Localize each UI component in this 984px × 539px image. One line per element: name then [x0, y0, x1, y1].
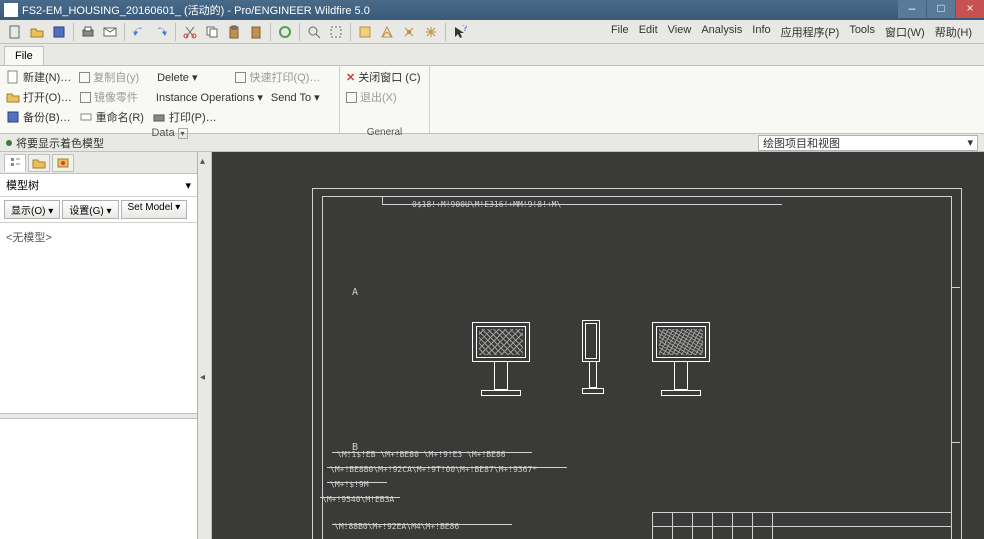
- model-tree-panel: 模型树 ▾ 显示(O) ▾ 设置(G) ▾ Set Model ▾ <无模型>: [0, 152, 198, 539]
- paste-special-icon[interactable]: [246, 22, 266, 42]
- ribbon-group-general: ✕关闭窗口 (C) 退出(X) General: [340, 66, 430, 133]
- row-text-4: \M+!9540\M!EB3A: [322, 495, 394, 504]
- undo-icon[interactable]: [129, 22, 149, 42]
- main-area: 模型树 ▾ 显示(O) ▾ 设置(G) ▾ Set Model ▾ <无模型> …: [0, 152, 984, 539]
- set-model-button[interactable]: Set Model ▾: [121, 200, 188, 219]
- menu-edit[interactable]: Edit: [639, 24, 658, 40]
- ribbon: 新建(N)… 复制自(y) Delete ▾ 快速打印(Q)… 打开(O)… 镜…: [0, 66, 984, 134]
- panel-button-row: 显示(O) ▾ 设置(G) ▾ Set Model ▾: [0, 197, 197, 223]
- svg-text:?: ?: [462, 25, 467, 34]
- save-icon[interactable]: [49, 22, 69, 42]
- frame-tick: [382, 196, 383, 204]
- new-button[interactable]: 新建(N)…: [6, 69, 71, 85]
- row-text-2: \M+!BE8B0\M+!92CA\M+!9T!00\M+!BE87\M+!93…: [330, 465, 537, 474]
- window-title: FS2-EM_HOUSING_20160601_ (活动的) - Pro/ENG…: [22, 2, 370, 18]
- file-tab-row: File: [0, 44, 984, 66]
- backup-button[interactable]: 备份(B)…: [6, 109, 71, 125]
- mail-icon[interactable]: [100, 22, 120, 42]
- panel-tabs: [0, 152, 197, 174]
- view2-icon[interactable]: [377, 22, 397, 42]
- minimize-button[interactable]: –: [898, 0, 926, 18]
- view4-icon[interactable]: [421, 22, 441, 42]
- menu-help[interactable]: 帮助(H): [935, 24, 972, 40]
- title-bar: FS2-EM_HOUSING_20160601_ (活动的) - Pro/ENG…: [0, 0, 984, 20]
- exit-button[interactable]: 退出(X): [346, 89, 397, 105]
- mark-a: A: [352, 287, 358, 298]
- menu-tools[interactable]: Tools: [849, 24, 875, 40]
- menu-info[interactable]: Info: [752, 24, 770, 40]
- panel-header-dropdown[interactable]: ▾: [185, 179, 191, 192]
- mirror-button[interactable]: 镜像零件: [80, 89, 138, 105]
- maximize-button[interactable]: □: [927, 0, 955, 18]
- instance-ops-menu[interactable]: Instance Operations ▾: [156, 91, 263, 104]
- gutter-up-icon[interactable]: ▴: [200, 156, 205, 167]
- panel-tab-1[interactable]: [4, 154, 26, 172]
- menu-view[interactable]: View: [668, 24, 692, 40]
- delete-menu[interactable]: Delete ▾: [157, 71, 197, 84]
- menu-file[interactable]: File: [611, 24, 629, 40]
- panel-tab-3[interactable]: [52, 154, 74, 172]
- main-toolbar: ? File Edit View Analysis Info 应用程序(P) T…: [0, 20, 984, 44]
- drawing-top-note: 0$18!+M!900U\M!E316!+MM!9!8!+M\: [412, 200, 561, 209]
- view1-icon[interactable]: [355, 22, 375, 42]
- rename-button[interactable]: 重命名(R): [79, 109, 144, 125]
- open-button[interactable]: 打开(O)…: [6, 89, 72, 105]
- ribbon-group-data: 新建(N)… 复制自(y) Delete ▾ 快速打印(Q)… 打开(O)… 镜…: [0, 66, 340, 133]
- right-status-label: 绘图项目和视图: [763, 135, 840, 151]
- copy-icon[interactable]: [202, 22, 222, 42]
- part-view-front: [472, 322, 530, 396]
- app-icon: [4, 3, 18, 17]
- help-pointer-icon[interactable]: ?: [450, 22, 470, 42]
- no-model-text: <无模型>: [6, 232, 52, 244]
- paste-icon[interactable]: [224, 22, 244, 42]
- status-text: 将要显示着色模型: [16, 135, 104, 151]
- find-icon[interactable]: [304, 22, 324, 42]
- status-dot-icon: [6, 140, 12, 146]
- right-status-dropdown[interactable]: 绘图项目和视图 ▾: [758, 135, 978, 151]
- panel-header: 模型树 ▾: [0, 174, 197, 197]
- part-view-side: [582, 320, 604, 394]
- open-icon[interactable]: [27, 22, 47, 42]
- panel-title: 模型树: [6, 177, 39, 193]
- model-tree-body: <无模型>: [0, 223, 197, 413]
- menu-bar: File Edit View Analysis Info 应用程序(P) Too…: [611, 24, 980, 40]
- select-icon[interactable]: [326, 22, 346, 42]
- show-button[interactable]: 显示(O) ▾: [4, 200, 60, 219]
- row-text-1: \M!1$!EB \M+!BE80 \M+!9!E3 \M+!BE86: [337, 450, 506, 459]
- copyfrom-button[interactable]: 复制自(y): [79, 69, 139, 85]
- drawing-inner-frame: [322, 196, 952, 539]
- gutter-left-icon[interactable]: ◂: [200, 372, 205, 383]
- ribbon-group-data-label: Data: [151, 127, 174, 139]
- quickprint-button[interactable]: 快速打印(Q)…: [235, 69, 320, 85]
- panel-tab-2[interactable]: [28, 154, 50, 172]
- canvas-wrap: ▴ ◂ 0$18!+M!900U\M!E316!+MM!9!8!+M\ A B …: [198, 152, 984, 539]
- print-icon[interactable]: [78, 22, 98, 42]
- menu-window[interactable]: 窗口(W): [885, 24, 925, 40]
- close-window-button[interactable]: ✕关闭窗口 (C): [346, 69, 421, 85]
- cut-icon[interactable]: [180, 22, 200, 42]
- menu-analysis[interactable]: Analysis: [701, 24, 742, 40]
- panel-lower: [0, 419, 197, 539]
- row-text-5: \M!88B0\M+!92EA\M4\M+!BE86: [334, 522, 459, 531]
- print-button[interactable]: 打印(P)…: [152, 109, 217, 125]
- new-icon[interactable]: [5, 22, 25, 42]
- view3-icon[interactable]: [399, 22, 419, 42]
- row-text-3: \M+!$!9M: [330, 480, 369, 489]
- redo-icon[interactable]: [151, 22, 171, 42]
- settings-button[interactable]: 设置(G) ▾: [62, 200, 118, 219]
- sendto-menu[interactable]: Send To ▾: [271, 91, 320, 104]
- file-tab[interactable]: File: [4, 46, 44, 65]
- drawing-canvas[interactable]: 0$18!+M!900U\M!E316!+MM!9!8!+M\ A B \M!1…: [212, 152, 984, 539]
- regen-icon[interactable]: [275, 22, 295, 42]
- menu-app[interactable]: 应用程序(P): [781, 24, 840, 40]
- close-button[interactable]: ×: [956, 0, 984, 18]
- vertical-gutter: ▴ ◂: [198, 152, 212, 539]
- part-view-back: [652, 322, 710, 396]
- ribbon-group-general-label: General: [346, 126, 423, 138]
- chevron-down-icon: ▾: [967, 136, 973, 149]
